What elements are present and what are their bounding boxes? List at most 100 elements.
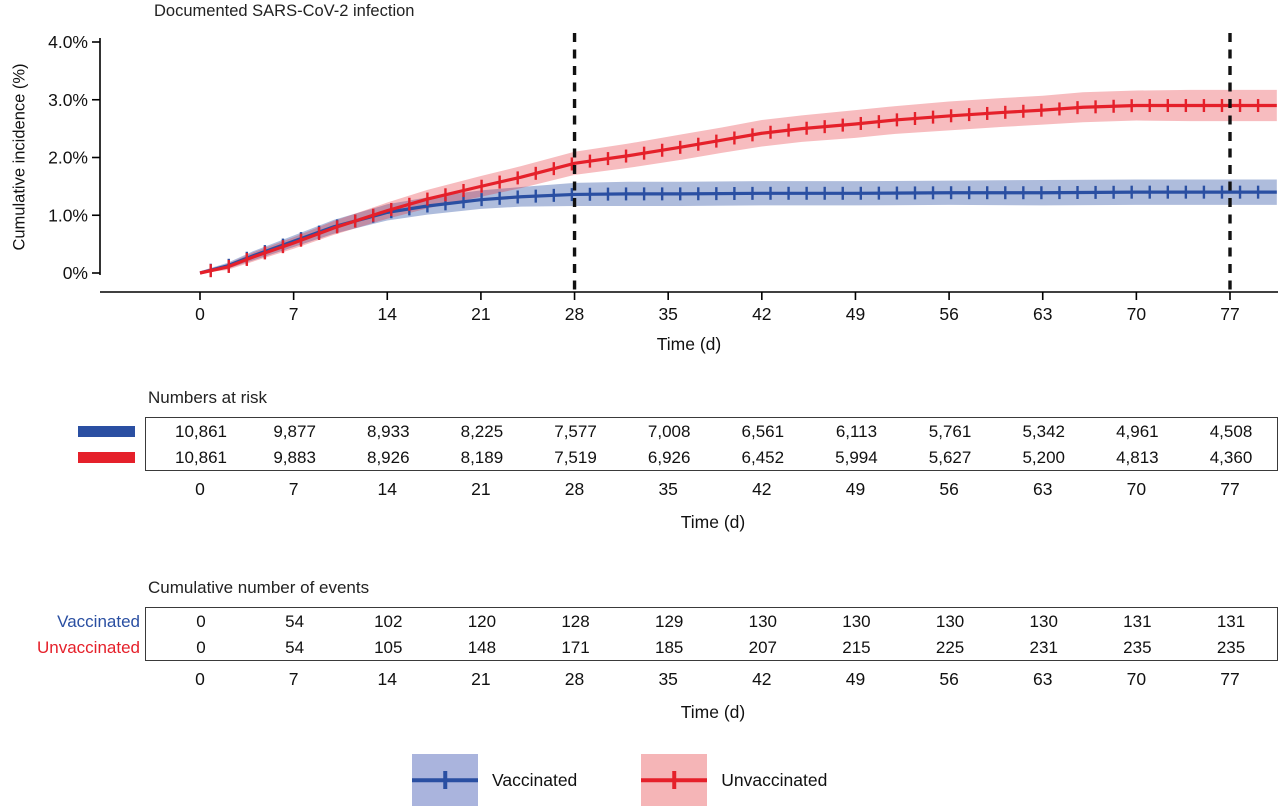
axis-tick-label: 42 [752,669,772,689]
x-tick-label: 63 [1033,304,1052,324]
vaccinated-confidence-band [200,179,1277,273]
numbers-at-risk-cell: 7,519 [554,448,597,467]
axis-tick-label: 63 [1032,669,1053,689]
numbers-at-risk-cell: 10,861 [175,422,227,441]
cumulative-events-cell: 148 [467,638,497,657]
risk-time-axis-label: Time (d) [680,512,746,532]
numbers-at-risk-cell: 7,577 [554,422,597,441]
vaccinated-censor-plus-icon [443,771,447,789]
cumulative-events-cell: 129 [654,612,684,631]
axis-tick-label: 77 [1220,669,1240,689]
cumulative-events-cell: 231 [1029,638,1058,657]
axis-tick-label: 49 [845,669,866,689]
cumulative-events-cell: 130 [842,612,871,631]
vaccinated-row-label: Vaccinated [57,612,140,631]
cumulative-events-cell: 130 [1029,612,1058,631]
unvaccinated-curve [199,103,1277,275]
axis-tick-label: 21 [471,669,491,689]
numbers-at-risk-cell: 5,342 [1022,422,1065,441]
x-tick-label: 49 [846,304,865,324]
x-tick-label: 35 [658,304,677,324]
unvaccinated-confidence-band [200,89,1277,274]
x-tick-label: 70 [1127,304,1147,324]
events-table-title: Cumulative number of events [148,578,370,597]
numbers-at-risk-cell: 6,926 [647,448,691,467]
axis-tick-label: 70 [1126,479,1147,499]
x-tick-label: 77 [1220,304,1239,324]
axis-tick-label: 14 [377,479,397,499]
cumulative-events-table: 0 54 102 120 128 129 130 130 130 130 131 131 0 54 105 1… [145,607,1278,661]
x-tick-label: 0 [195,304,205,324]
risk-table-title: Numbers at risk [148,388,268,407]
legend-item-vaccinated: Vaccinated [412,754,577,806]
x-tick-label: 14 [378,304,398,324]
numbers-at-risk-cell: 4,961 [1116,422,1159,441]
numbers-at-risk-cell: 8,225 [460,422,504,441]
unvaccinated-legend-swatch [641,754,708,806]
axis-tick-label: 35 [658,669,678,689]
y-tick-label: 2.0% [48,148,88,168]
numbers-at-risk-cell: 5,761 [928,422,972,441]
axis-tick-label: 56 [939,479,959,499]
legend-label-vaccinated: Vaccinated [492,769,578,790]
axis-tick-label: 49 [845,479,866,499]
axis-tick-label: 0 [195,479,205,499]
legend-label-unvaccinated: Unvaccinated [721,769,828,790]
numbers-at-risk-cell: 8,933 [366,422,410,441]
numbers-at-risk-cell: 5,627 [928,448,972,467]
x-tick-label: 42 [752,304,771,324]
numbers-at-risk-table: 10,861 9,877 8,933 8,225 7,577 7,008 6,561 6,11… [145,417,1278,471]
vaccinated-color-swatch [78,426,135,437]
unvaccinated-censor-plus-icon [672,771,677,789]
axis-tick-label: 35 [658,479,678,499]
numbers-at-risk-cell: 8,926 [366,448,410,467]
numbers-at-risk-cell: 9,877 [273,422,316,441]
y-tick-label: 0% [63,263,88,283]
numbers-at-risk-cell: 10,861 [175,448,227,467]
numbers-at-risk-cell: 8,189 [460,448,504,467]
numbers-at-risk-cell: 6,113 [835,422,878,441]
unvaccinated-row-label: Unvaccinated [36,638,140,657]
vaccinated-legend-swatch [412,754,478,806]
cumulative-events-cell: 235 [1216,638,1246,657]
unvaccinated-censor-marks [209,99,1260,278]
events-time-axis-label: Time (d) [680,702,746,722]
numbers-at-risk-cell: 5,994 [835,448,878,467]
cumulative-events-cell: 215 [842,638,871,657]
axis-tick-label: 7 [288,479,299,499]
numbers-at-risk-cell: 6,561 [741,422,785,441]
numbers-at-risk-cell: 7,008 [647,422,691,441]
axis-tick-label: 56 [939,669,959,689]
numbers-at-risk-cell: 9,883 [273,448,316,467]
y-tick-label: 3.0% [48,90,88,110]
x-tick-label: 56 [939,304,958,324]
numbers-at-risk-cell: 4,508 [1209,422,1253,441]
x-tick-label: 21 [471,304,490,324]
cumulative-events-cell: 54 [285,638,305,657]
events-axis-tick-row: 0 7 14 21 28 35 42 49 56 63 70 77 [0,669,1280,693]
cumulative-events-cell: 131 [1123,612,1152,631]
axis-tick-label: 42 [752,479,772,499]
cumulative-events-cell: 105 [374,638,403,657]
cumulative-incidence-plot: 0% 1.0% 2.0% 3.0% 4.0% 0 7 14 21 28 35 42 49 56 63 70 77… [48,32,1278,354]
legend-item-unvaccinated: Unvaccinated [641,754,827,806]
x-axis-title: Time (d) [657,334,722,354]
legend: Vaccinated Unvaccinated [412,754,827,806]
axis-tick-label: 28 [564,479,585,499]
axis-tick-label: 28 [564,669,585,689]
y-tick-label: 1.0% [48,205,88,225]
axis-tick-label: 14 [377,669,397,689]
axis-tick-label: 77 [1220,479,1240,499]
cumulative-events-cell: 120 [467,612,497,631]
x-tick-label: 7 [289,304,299,324]
cumulative-events-cell: 0 [196,612,206,631]
numbers-at-risk-cell: 4,813 [1116,448,1159,467]
cumulative-events-cell: 207 [748,638,777,657]
cumulative-events-cell: 130 [935,612,965,631]
numbers-at-risk-cell: 6,452 [741,448,785,467]
numbers-at-risk-cell: 4,360 [1209,448,1253,467]
axis-tick-label: 63 [1032,479,1053,499]
cumulative-events-cell: 0 [196,638,206,657]
axis-tick-label: 0 [195,669,205,689]
cumulative-events-cell: 185 [654,638,684,657]
